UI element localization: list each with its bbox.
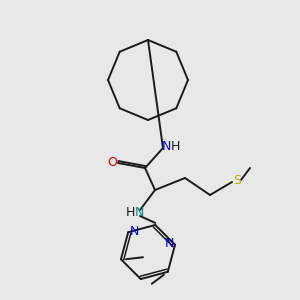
Text: N: N bbox=[161, 140, 171, 154]
Text: H: H bbox=[170, 140, 180, 154]
Text: S: S bbox=[233, 175, 241, 188]
Text: N: N bbox=[134, 206, 144, 218]
Text: N: N bbox=[130, 225, 139, 238]
Text: H: H bbox=[125, 206, 135, 218]
Text: N: N bbox=[164, 237, 174, 250]
Text: O: O bbox=[107, 157, 117, 169]
